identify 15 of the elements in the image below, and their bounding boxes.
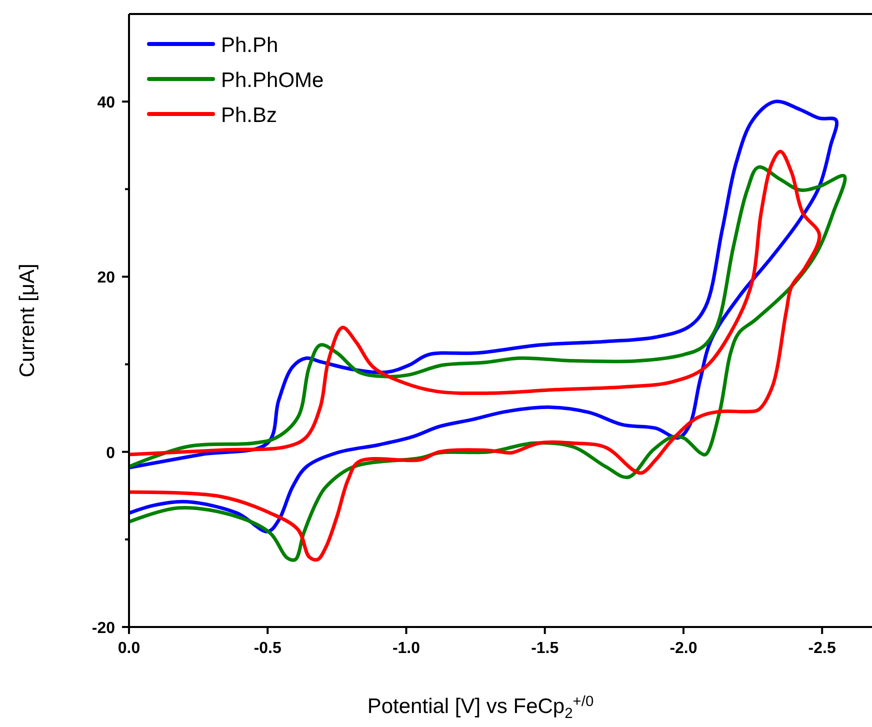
legend-label: Ph.Bz [221, 104, 278, 127]
x-tick-label: -2.5 [808, 640, 836, 657]
x-tick-label: -1.5 [531, 640, 559, 657]
y-tick-label: -20 [92, 620, 116, 637]
x-tick-label: -2.0 [670, 640, 698, 657]
y-axis-title: Current [μA] [16, 264, 39, 378]
x-tick-label: -1.0 [392, 640, 420, 657]
legend-label: Ph.PhOMe [221, 69, 324, 92]
line-series [129, 100, 839, 534]
legend-label: Ph.Ph [221, 34, 278, 57]
y-tick-label: 0 [106, 444, 116, 462]
x-tick-label: 0.0 [118, 640, 140, 657]
y-tick-label: 20 [97, 270, 116, 287]
y-tick-label: 40 [97, 94, 116, 112]
x-tick-label: -0.5 [254, 640, 282, 657]
